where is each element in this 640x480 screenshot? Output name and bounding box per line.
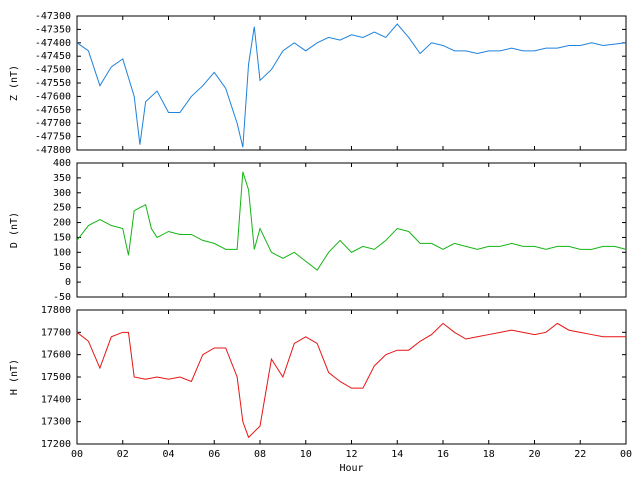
x-tick-label: 04	[162, 449, 174, 460]
x-tick-label: 16	[437, 449, 449, 460]
y-tick-label: -47600	[35, 91, 71, 102]
y-axis-label: D (nT)	[9, 212, 20, 248]
y-tick-label: 17500	[41, 372, 71, 383]
data-line	[76, 322, 626, 439]
y-tick-label: 17700	[41, 327, 71, 338]
panel-frame	[76, 15, 627, 151]
x-tick-label: 10	[300, 449, 312, 460]
y-tick-label: 17800	[41, 305, 71, 316]
y-tick-label: 17200	[41, 439, 71, 450]
y-tick-label: -47450	[35, 51, 71, 62]
x-tick-label: 22	[574, 449, 586, 460]
y-tick-label: -47400	[35, 38, 71, 49]
x-tick-label: 00	[71, 449, 83, 460]
x-tick-label: 14	[391, 449, 403, 460]
y-tick-label: 17600	[41, 350, 71, 361]
y-tick-label: 200	[53, 218, 71, 229]
x-tick-label: 20	[528, 449, 540, 460]
y-tick-label: 250	[53, 203, 71, 214]
x-tick-label: 18	[483, 449, 495, 460]
y-tick-label: -47500	[35, 65, 71, 76]
x-tick-label: 06	[208, 449, 220, 460]
y-tick-label: 150	[53, 232, 71, 243]
y-tick-label: -47750	[35, 132, 71, 143]
y-tick-label: -47800	[35, 145, 71, 156]
y-tick-label: 350	[53, 173, 71, 184]
y-tick-label: 300	[53, 188, 71, 199]
y-tick-label: 17300	[41, 417, 71, 428]
panel-frame	[76, 162, 627, 298]
x-axis-label: Hour	[339, 463, 363, 474]
y-tick-label: -47650	[35, 105, 71, 116]
y-axis-label: Z (nT)	[9, 65, 20, 101]
y-tick-label: 50	[59, 262, 71, 273]
y-tick-label: 0	[65, 277, 71, 288]
y-axis-label: H (nT)	[9, 359, 20, 395]
y-tick-label: -47300	[35, 11, 71, 22]
y-tick-label: -50	[53, 292, 71, 303]
x-tick-label: 00	[620, 449, 632, 460]
data-line	[76, 171, 627, 271]
y-tick-label: -47550	[35, 78, 71, 89]
y-tick-label: 17400	[41, 394, 71, 405]
y-tick-label: -47700	[35, 118, 71, 129]
x-tick-label: 02	[117, 449, 129, 460]
y-tick-label: -47350	[35, 24, 71, 35]
data-line	[76, 23, 627, 148]
y-tick-label: 100	[53, 247, 71, 258]
x-tick-label: 08	[254, 449, 266, 460]
x-tick-label: 12	[345, 449, 357, 460]
y-tick-label: 400	[53, 158, 71, 169]
